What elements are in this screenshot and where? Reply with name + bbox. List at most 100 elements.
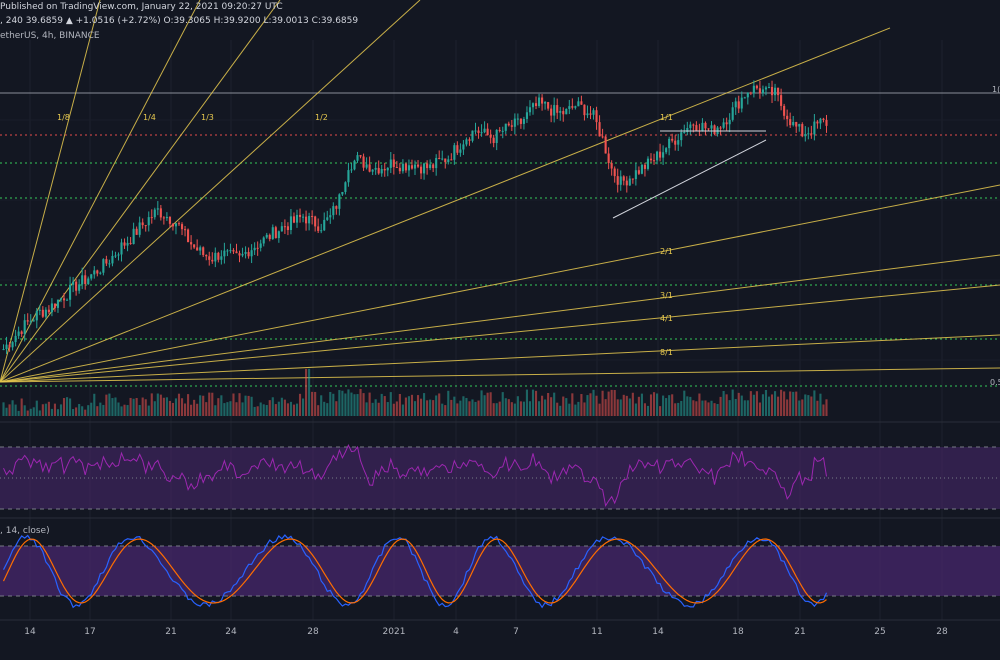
volume-bar [426, 400, 429, 416]
volume-bar [117, 402, 120, 416]
candle-body [410, 165, 414, 169]
volume-bar [187, 394, 190, 416]
candle-body [637, 170, 640, 174]
volume-bar [196, 403, 199, 416]
volume-bar [622, 394, 625, 416]
volume-bar [190, 404, 193, 416]
candle-body [262, 237, 265, 244]
volume-bar [277, 401, 280, 416]
volume-bar [129, 397, 132, 416]
x-tick-label: 7 [513, 627, 519, 637]
candle-body [801, 124, 804, 137]
candle-body [8, 344, 11, 348]
candle-body [595, 110, 598, 123]
volume-bar [459, 400, 462, 416]
ohlc-values: , 240 39.6859 ▲ +1.0516 (+2.72%) O:39.30… [0, 16, 359, 26]
volume-bar [347, 389, 350, 416]
candle-body [541, 97, 544, 104]
candle-body [426, 163, 429, 169]
volume-bar [362, 393, 365, 416]
candle-body [202, 247, 205, 255]
candle-body [156, 208, 159, 210]
candle-body [69, 284, 72, 300]
volume-bar [783, 391, 786, 416]
candle-body [568, 106, 571, 109]
candle-body [610, 163, 613, 169]
volume-bar [798, 400, 801, 416]
candle-body [90, 274, 93, 279]
candle-body [792, 121, 795, 126]
x-tick-label: 11 [591, 627, 602, 637]
volume-bar [677, 402, 680, 416]
volume-bar [619, 399, 622, 416]
candle-body [329, 215, 332, 218]
candle-body [383, 168, 386, 171]
volume-bar [707, 402, 710, 416]
volume-bar [211, 392, 214, 416]
candle-body [516, 118, 519, 120]
volume-bar [404, 397, 407, 416]
candle-body [168, 216, 171, 224]
volume-bar [389, 392, 392, 416]
candle-body [413, 164, 417, 169]
candle-body [783, 105, 786, 116]
volume-bar [453, 396, 456, 416]
candle-body [631, 178, 634, 180]
volume-bar [53, 403, 57, 416]
volume-bar [761, 394, 765, 416]
volume-bar [804, 394, 807, 416]
symbol-line: etherUS, 4h, BINANCE [0, 31, 100, 41]
volume-bar [686, 396, 689, 416]
volume-bar [96, 406, 99, 416]
volume-bar [610, 389, 613, 416]
volume-bar [550, 397, 553, 416]
volume-bar [483, 395, 486, 416]
candle-body [359, 155, 362, 157]
candle-body [129, 242, 132, 244]
rsi-pane [0, 444, 1000, 510]
volume-bar [26, 410, 29, 416]
candle-body [72, 281, 75, 285]
candle-body [459, 149, 462, 153]
candle-body [20, 331, 23, 334]
volume-bar [177, 393, 181, 416]
volume-bar [577, 401, 580, 416]
stoch-d-line [2, 538, 827, 604]
volume-bar [801, 399, 804, 416]
x-tick-label: 25 [874, 627, 885, 637]
volume-bar [311, 391, 314, 416]
volume-bar [395, 401, 398, 416]
volume-bar [649, 394, 653, 416]
volume-bar [365, 402, 368, 416]
candle-body [59, 298, 63, 300]
candle-body [453, 145, 456, 160]
candle-body [689, 124, 692, 128]
candle-body [35, 310, 38, 321]
volume-bar [813, 390, 816, 416]
volume-bar [764, 389, 768, 416]
candle-body [308, 216, 311, 224]
volume-bar [519, 401, 522, 416]
candle-body [550, 108, 553, 116]
candle-body [238, 253, 241, 256]
x-tick-label: 2021 [383, 627, 406, 637]
candle-body [592, 110, 595, 115]
candle-body [780, 95, 783, 106]
volume-bar [432, 400, 435, 416]
candle-body [813, 121, 816, 135]
candle-body [317, 226, 320, 231]
candle-body [362, 156, 365, 168]
candle-body [710, 125, 713, 129]
fan-label: 3/1 [660, 291, 673, 300]
candle-body [332, 206, 335, 216]
volume-bar [202, 395, 205, 416]
volume-bar [8, 404, 11, 416]
volume-bar [423, 393, 426, 416]
candle-body [598, 122, 601, 137]
candle-body [483, 128, 486, 133]
candle-body [537, 97, 541, 106]
volume-bar [265, 405, 268, 416]
volume-bar [174, 398, 178, 416]
volume-bar [75, 407, 78, 416]
